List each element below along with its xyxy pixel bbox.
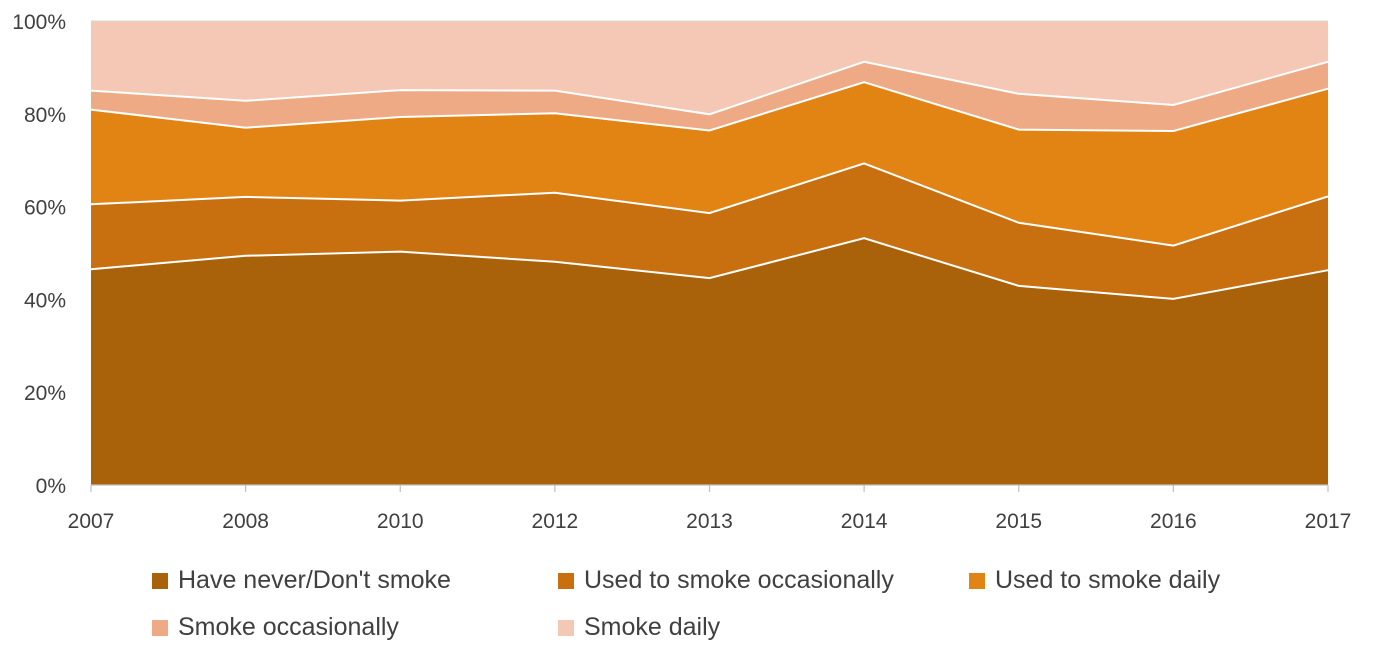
legend-item-used-to-smoke-daily: Used to smoke daily: [969, 566, 1221, 594]
x-tick-label-2012: 2012: [532, 510, 579, 533]
area-smoke-occasionally: [91, 61, 1328, 131]
x-tick-label-2010: 2010: [377, 510, 424, 533]
legend-label-smoke-occasionally: Smoke occasionally: [178, 613, 399, 641]
legend-item-smoke-daily: Smoke daily: [558, 613, 721, 641]
legend-swatch-have-never-don-t-smoke: [152, 573, 168, 589]
legend-swatch-used-to-smoke-occasionally: [558, 573, 574, 589]
y-tick-label-0: 0%: [36, 475, 66, 498]
boundary-line-used-to-smoke-daily: [90, 81, 1329, 133]
x-tick-label-2007: 2007: [68, 510, 115, 533]
x-tick-label-2014: 2014: [841, 510, 888, 533]
boundary-line-have-never-don-t-smoke: [90, 237, 1329, 300]
area-have-never-don-t-smoke: [91, 238, 1328, 485]
legend-label-have-never-don-t-smoke: Have never/Don't smoke: [178, 566, 451, 594]
x-tick-label-2008: 2008: [222, 510, 269, 533]
legend-swatch-smoke-daily: [558, 620, 574, 636]
y-tick-label-60: 60%: [24, 197, 66, 220]
legend-item-smoke-occasionally: Smoke occasionally: [152, 613, 399, 641]
area-series-group: [90, 20, 1329, 485]
x-tick-label-2016: 2016: [1150, 510, 1197, 533]
legend-item-have-never-don-t-smoke: Have never/Don't smoke: [152, 566, 451, 594]
area-used-to-smoke-daily: [91, 82, 1328, 246]
x-tick-label-2017: 2017: [1305, 510, 1352, 533]
legend-item-used-to-smoke-occasionally: Used to smoke occasionally: [558, 566, 894, 594]
legend-swatch-used-to-smoke-daily: [969, 573, 985, 589]
legend-swatch-smoke-occasionally: [152, 620, 168, 636]
boundary-line-smoke-occasionally: [90, 60, 1329, 116]
area-smoke-daily: [91, 21, 1328, 115]
area-used-to-smoke-occasionally: [91, 163, 1328, 299]
legend: Have never/Don't smoke Used to smoke occa…: [152, 566, 1221, 641]
x-tick-label-2013: 2013: [686, 510, 733, 533]
legend-label-used-to-smoke-occasionally: Used to smoke occasionally: [584, 566, 894, 594]
y-tick-label-100: 100%: [12, 11, 66, 34]
y-tick-label-80: 80%: [24, 104, 66, 127]
y-tick-label-40: 40%: [24, 289, 66, 312]
axes-group: 2007 2008 2010 2012 2013 2014 2015 2016 2017 0% 20…: [12, 11, 1351, 533]
boundary-line-used-to-smoke-occasionally: [90, 162, 1329, 247]
y-tick-label-20: 20%: [24, 382, 66, 405]
legend-label-smoke-daily: Smoke daily: [584, 613, 721, 641]
legend-label-used-to-smoke-daily: Used to smoke daily: [995, 566, 1221, 594]
x-tick-label-2015: 2015: [995, 510, 1042, 533]
